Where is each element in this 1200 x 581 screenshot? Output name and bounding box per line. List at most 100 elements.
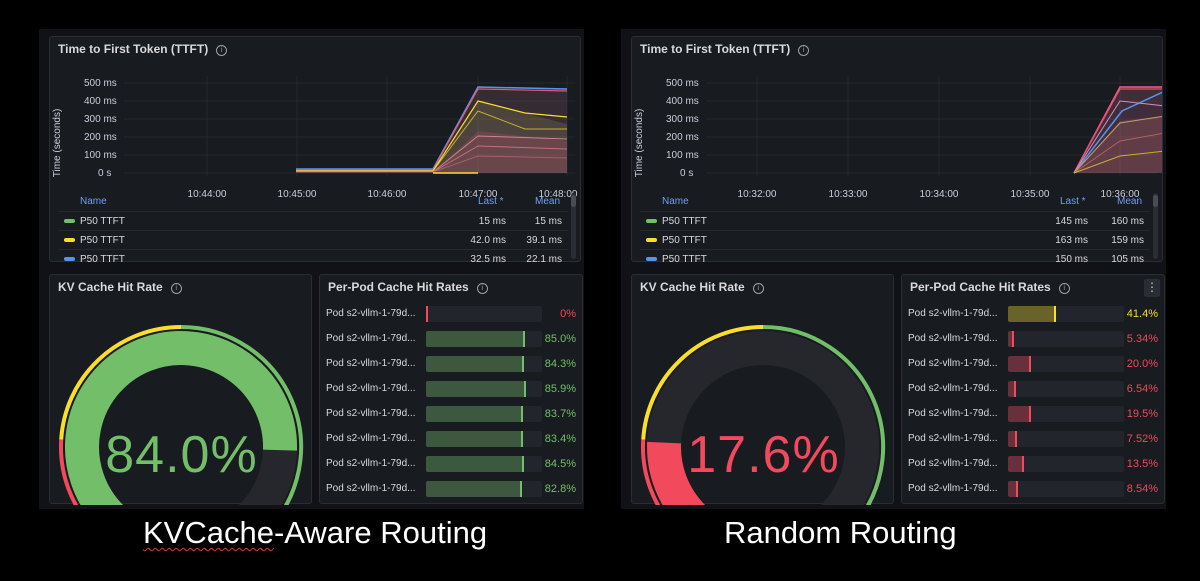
info-icon[interactable]: i — [170, 283, 182, 294]
info-icon[interactable]: i — [476, 283, 488, 294]
ttft-legend: Name Last * Mean P50 TTFT 145 ms 160 ms … — [640, 193, 1150, 262]
series-area — [1073, 86, 1162, 174]
y-ticks: 500 ms 400 ms 300 ms 200 ms 100 ms 0 s — [84, 78, 117, 179]
pod-value: 85.9% — [544, 383, 576, 395]
legend-row[interactable]: P50 TTFT 15 ms 15 ms — [58, 211, 568, 230]
pod-title: Per-Pod Cache Hit Rates — [910, 280, 1051, 294]
legend-mean: 105 ms — [1111, 254, 1144, 262]
pod-row[interactable]: Pod s2-vllm-1-79d... 20.0% — [908, 354, 1160, 374]
kv-hit-rate-value: 17.6% — [687, 426, 840, 484]
pod-value: 7.52% — [1126, 433, 1158, 445]
kv-gauge — [58, 325, 304, 505]
pod-row[interactable]: Pod s2-vllm-1-79d... 82.8% — [326, 479, 578, 499]
pod-label: Pod s2-vllm-1-79d... — [908, 333, 998, 344]
info-icon[interactable]: i — [216, 45, 228, 56]
pod-row[interactable]: Pod s2-vllm-1-79d... 0% — [326, 304, 578, 324]
legend-scrollbar[interactable] — [1153, 193, 1158, 259]
pod-row[interactable]: Pod s2-vllm-1-79d... 83.4% — [326, 429, 578, 449]
legend-row[interactable]: P50 TTFT 145 ms 160 ms — [640, 211, 1150, 230]
pod-label: Pod s2-vllm-1-79d... — [908, 358, 998, 369]
pod-row[interactable]: Pod s2-vllm-1-79d... 84.5% — [326, 454, 578, 474]
series-line — [1073, 91, 1162, 174]
legend-row[interactable]: P50 TTFT 42.0 ms 39.1 ms — [58, 230, 568, 249]
series-swatch — [64, 219, 75, 223]
y-tick: 500 ms — [84, 78, 117, 89]
series-swatch — [646, 238, 657, 242]
legend-mean: 15 ms — [534, 216, 562, 227]
series-swatch — [646, 257, 657, 261]
y-tick: 0 s — [98, 168, 111, 179]
pod-label: Pod s2-vllm-1-79d... — [908, 433, 998, 444]
legend-row[interactable]: P50 TTFT 150 ms 105 ms — [640, 249, 1150, 262]
pod-label: Pod s2-vllm-1-79d... — [908, 408, 998, 419]
panel-menu-icon[interactable]: ⋮ — [1144, 279, 1160, 297]
gauge-threshold-yellow — [641, 325, 764, 440]
legend-row[interactable]: P50 TTFT 163 ms 159 ms — [640, 230, 1150, 249]
legend-col-last[interactable]: Last * — [1060, 196, 1086, 207]
ttft-title: Time to First Token (TTFT) — [58, 42, 209, 56]
info-icon[interactable]: i — [752, 283, 764, 294]
pod-bar-track — [426, 381, 542, 397]
pod-bar-track — [1008, 331, 1124, 347]
pod-row[interactable]: Pod s2-vllm-1-79d... 41.4% — [908, 304, 1160, 324]
legend-row[interactable]: P50 TTFT 32.5 ms 22.1 ms — [58, 249, 568, 262]
pod-value: 85.0% — [544, 333, 576, 345]
pod-label: Pod s2-vllm-1-79d... — [326, 483, 416, 494]
x-tick: 10:44:00 — [188, 189, 227, 200]
legend-col-last[interactable]: Last * — [478, 196, 504, 207]
pod-bar-fill — [1008, 456, 1024, 472]
pod-bar-track — [1008, 356, 1124, 372]
legend-name: P50 TTFT — [662, 235, 707, 246]
legend-col-mean[interactable]: Mean — [1117, 196, 1143, 207]
ttft-chart: Time (seconds) 500 ms 400 ms 300 ms 200 … — [52, 76, 578, 200]
y-axis-label: Time (seconds) — [52, 109, 63, 178]
pod-bar-track — [426, 331, 542, 347]
pod-row[interactable]: Pod s2-vllm-1-79d... 85.9% — [326, 379, 578, 399]
legend-scrollbar[interactable] — [571, 193, 576, 259]
gauge-threshold-yellow — [59, 325, 182, 440]
series-line — [1073, 133, 1162, 174]
legend-last: 32.5 ms — [470, 254, 506, 262]
legend-header: Name Last * Mean — [58, 193, 568, 211]
pod-bar-cap — [520, 431, 523, 447]
pod-bar-fill — [426, 456, 525, 472]
pod-row[interactable]: Pod s2-vllm-1-79d... 84.3% — [326, 354, 578, 374]
series-line — [1073, 88, 1162, 174]
pod-row[interactable]: Pod s2-vllm-1-79d... 85.0% — [326, 329, 578, 349]
legend-mean: 160 ms — [1111, 216, 1144, 227]
kv-hit-rate-value: 84.0% — [105, 426, 258, 484]
pod-row[interactable]: Pod s2-vllm-1-79d... 6.54% — [908, 379, 1160, 399]
legend-col-mean[interactable]: Mean — [535, 196, 561, 207]
pod-row[interactable]: Pod s2-vllm-1-79d... 7.52% — [908, 429, 1160, 449]
y-tick: 200 ms — [84, 132, 117, 143]
pod-row[interactable]: Pod s2-vllm-1-79d... 5.34% — [908, 329, 1160, 349]
y-tick: 500 ms — [666, 78, 699, 89]
legend-name: P50 TTFT — [80, 216, 125, 227]
pod-bar-track — [1008, 381, 1124, 397]
pod-bar-fill — [1008, 406, 1031, 422]
pod-row[interactable]: Pod s2-vllm-1-79d... 19.5% — [908, 404, 1160, 424]
pod-value: 41.4% — [1126, 308, 1158, 320]
series-area — [296, 86, 568, 174]
pod-bar-fill — [426, 331, 525, 347]
gauge-threshold-green — [762, 325, 886, 505]
legend-col-name[interactable]: Name — [80, 196, 107, 207]
pod-value: 13.5% — [1126, 458, 1158, 470]
panel-title: Time to First Token (TTFT) i — [58, 42, 228, 56]
pod-row[interactable]: Pod s2-vllm-1-79d... 13.5% — [908, 454, 1160, 474]
legend-col-name[interactable]: Name — [662, 196, 689, 207]
pod-bar-cap — [522, 456, 525, 472]
info-icon[interactable]: i — [1058, 283, 1070, 294]
y-tick: 300 ms — [84, 114, 117, 125]
pod-row[interactable]: Pod s2-vllm-1-79d... 8.54% — [908, 479, 1160, 499]
pod-bar-fill — [1008, 356, 1032, 372]
legend-mean: 159 ms — [1111, 235, 1144, 246]
caption-random: Random Routing — [724, 515, 957, 550]
gauge-fill — [647, 441, 706, 505]
pod-value: 84.5% — [544, 458, 576, 470]
series-line — [1073, 150, 1162, 174]
info-icon[interactable]: i — [798, 45, 810, 56]
pod-bar-cap — [520, 481, 523, 497]
pod-row[interactable]: Pod s2-vllm-1-79d... 83.7% — [326, 404, 578, 424]
pod-value: 5.34% — [1126, 333, 1158, 345]
